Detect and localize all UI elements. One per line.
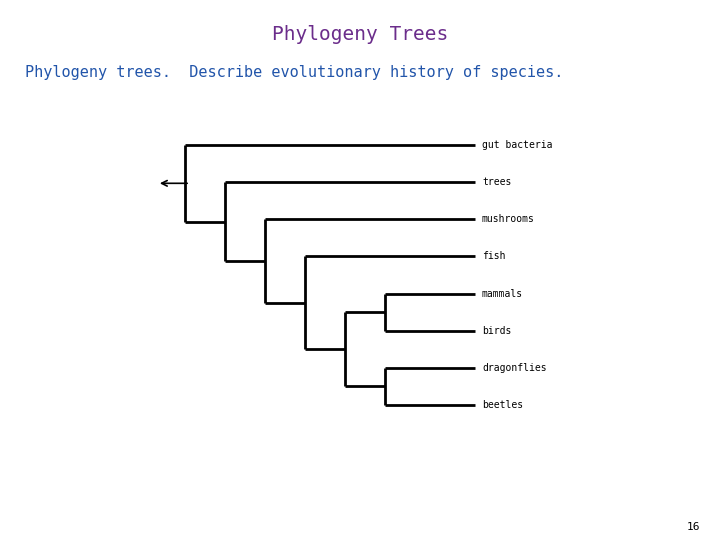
Text: trees: trees [482,177,511,187]
Text: birds: birds [482,326,511,336]
Text: Phylogeny trees.  Describe evolutionary history of species.: Phylogeny trees. Describe evolutionary h… [25,65,563,80]
Text: gut bacteria: gut bacteria [482,140,552,150]
Text: 16: 16 [686,522,700,532]
Text: mammals: mammals [482,288,523,299]
Text: mushrooms: mushrooms [482,214,535,224]
Text: dragonflies: dragonflies [482,363,546,373]
Text: fish: fish [482,252,505,261]
Text: Phylogeny Trees: Phylogeny Trees [272,25,448,44]
Text: beetles: beetles [482,400,523,410]
